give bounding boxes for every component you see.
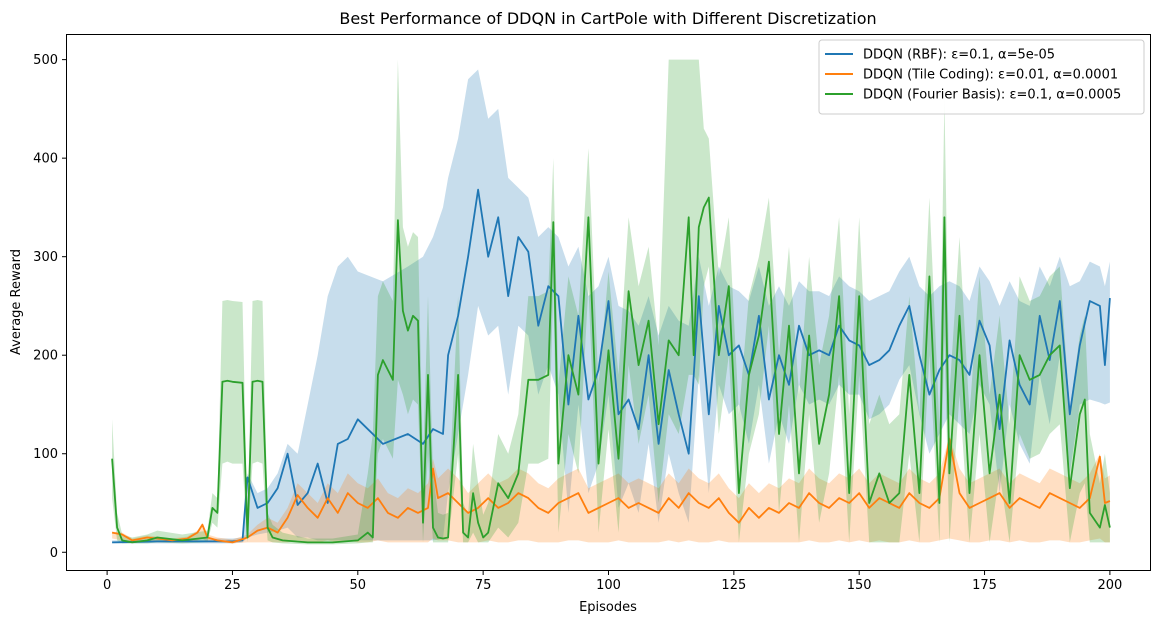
y-axis-label: Average Reward [9,249,24,355]
series-lines [111,188,1111,544]
y-tick-label: 0 [50,546,58,561]
y-tick-label: 400 [33,152,58,167]
legend-label: DDQN (RBF): ε=0.1, α=5e-05 [863,48,1055,63]
y-tick-label: 300 [33,250,58,265]
legend-label: DDQN (Fourier Basis): ε=0.1, α=0.0005 [863,88,1121,103]
y-tick-label: 500 [33,53,58,68]
x-axis: 0 25 50 75 100 125 150 175 200 [103,570,1122,593]
legend-label: DDQN (Tile Coding): ε=0.01, α=0.0001 [863,68,1118,83]
band-series-0 [112,69,1110,544]
x-tick-label: 200 [1097,578,1122,593]
x-tick-label: 125 [721,578,746,593]
band-series-1 [112,436,1110,544]
line-series-2 [111,196,1111,544]
x-tick-label: 150 [847,578,872,593]
x-tick-label: 50 [350,578,367,593]
x-tick-label: 75 [475,578,492,593]
line-series-0 [112,188,1111,544]
x-tick-label: 175 [972,578,997,593]
x-tick-label: 100 [596,578,621,593]
confidence-bands [112,59,1110,545]
x-axis-label: Episodes [579,600,637,615]
legend-box [818,39,1145,115]
y-axis: 0 100 200 300 400 500 [33,53,67,561]
band-series-2 [112,59,1110,545]
y-tick-label: 200 [33,349,58,364]
line-series-1 [111,438,1111,544]
x-tick-label: 0 [103,578,111,593]
legend: DDQN (RBF): ε=0.1, α=5e-05 DDQN (Tile Cod… [818,39,1145,115]
chart-title: Best Performance of DDQN in CartPole wit… [339,9,876,28]
y-tick-label: 100 [33,447,58,462]
x-tick-label: 25 [224,578,241,593]
